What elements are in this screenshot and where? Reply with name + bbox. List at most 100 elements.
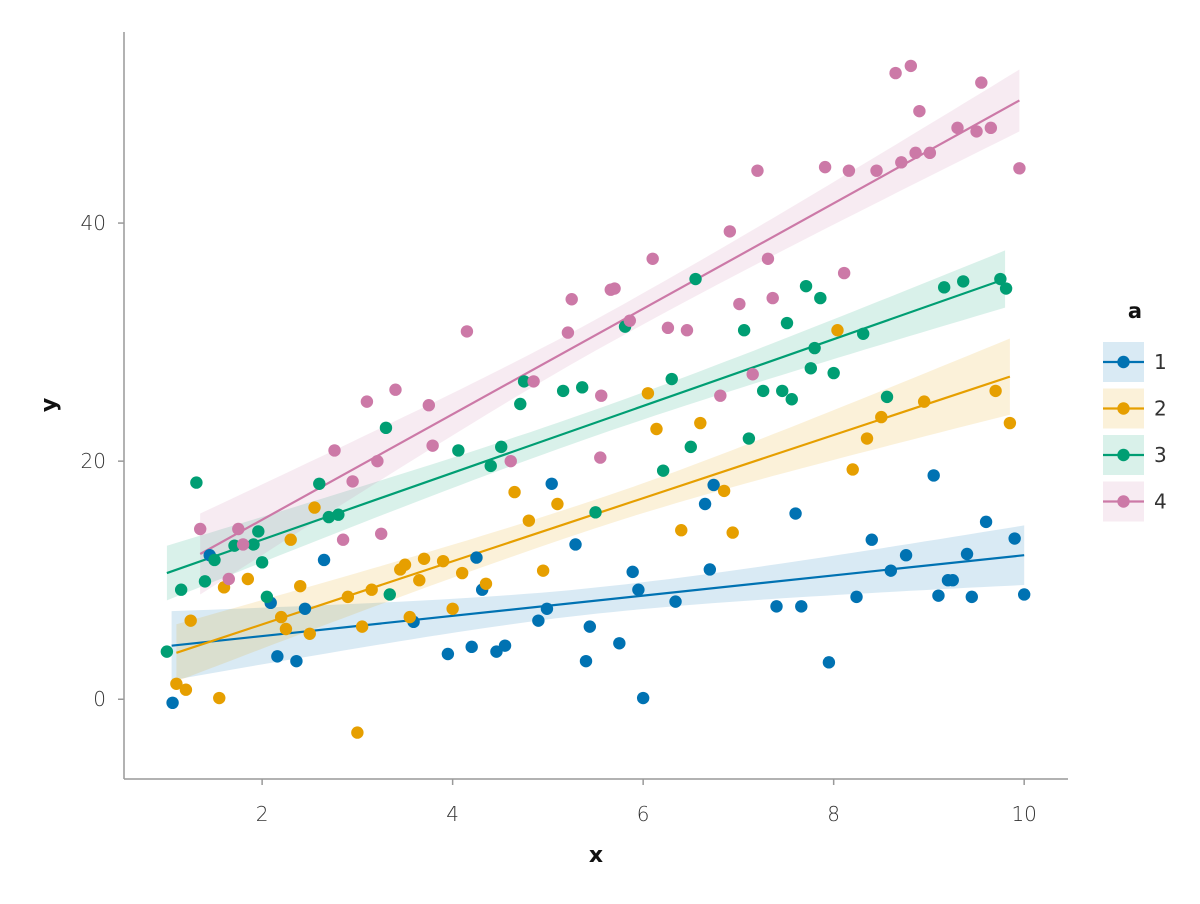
data-point-3 [957, 275, 970, 288]
x-tick-label: 10 [1011, 802, 1036, 826]
confidence-band-1 [171, 525, 1025, 681]
data-point-2 [717, 484, 731, 498]
data-point-1 [789, 507, 802, 520]
data-point-1 [532, 614, 545, 627]
data-point-3 [556, 384, 570, 398]
legend: a 1 2 3 4 [1103, 299, 1167, 522]
data-point-1 [636, 691, 650, 705]
data-point-2 [398, 558, 412, 571]
data-point-2 [417, 552, 431, 565]
data-point-3 [814, 291, 827, 305]
data-point-4 [460, 325, 474, 338]
data-point-3 [785, 393, 798, 406]
data-point-3 [799, 279, 813, 293]
data-point-3 [994, 272, 1007, 286]
legend-label: 1 [1154, 350, 1167, 374]
x-tick-label: 8 [827, 802, 840, 826]
data-point-1 [166, 696, 179, 710]
data-point-4 [895, 156, 908, 169]
data-point-2 [284, 533, 297, 546]
data-point-3 [737, 324, 751, 337]
data-point-4 [837, 266, 851, 280]
y-tick-label: 40 [81, 211, 106, 235]
data-point-2 [522, 514, 536, 527]
data-point-1 [965, 590, 978, 604]
legend-entry-4: 4 [1103, 481, 1167, 522]
data-point-3 [174, 583, 188, 596]
data-point-1 [707, 478, 720, 492]
axes: 2 4 6 8 10 0 20 40 x y [37, 32, 1068, 868]
data-point-4 [661, 321, 675, 335]
data-point-4 [346, 475, 359, 488]
data-point-2 [989, 384, 1002, 398]
x-axis-label: x [589, 843, 603, 868]
data-point-4 [422, 399, 436, 412]
data-point-4 [389, 383, 402, 396]
data-point-4 [1013, 162, 1026, 175]
data-point-2 [403, 610, 416, 624]
data-point-1 [271, 650, 284, 663]
data-point-1 [613, 637, 626, 650]
data-point-4 [623, 314, 637, 327]
data-point-1 [932, 589, 945, 602]
data-point-3 [313, 477, 326, 490]
data-point-3 [776, 384, 789, 398]
data-point-4 [904, 59, 918, 73]
data-point-1 [865, 533, 878, 546]
data-point-4 [751, 164, 764, 177]
data-point-2 [536, 564, 550, 577]
data-point-4 [975, 76, 988, 89]
data-point-1 [850, 590, 863, 604]
data-point-2 [726, 526, 739, 539]
data-point-4 [608, 282, 621, 295]
data-point-1 [669, 595, 682, 608]
data-point-2 [875, 410, 888, 424]
regression-line-4 [199, 99, 1020, 555]
legend-entry-2: 2 [1103, 388, 1167, 429]
data-point-1 [703, 563, 717, 576]
data-point-2 [917, 395, 931, 408]
data-point-3 [742, 432, 756, 445]
data-point-3 [190, 476, 203, 489]
data-point-1 [540, 602, 554, 615]
data-point-2 [279, 622, 293, 636]
data-point-3 [160, 645, 174, 658]
data-point-3 [689, 272, 702, 286]
data-point-4 [595, 389, 608, 402]
data-point-4 [870, 164, 883, 177]
data-point-4 [561, 326, 575, 339]
data-point-1 [569, 538, 582, 551]
data-point-4 [951, 121, 964, 135]
data-point-3 [937, 281, 951, 294]
data-point-1 [960, 547, 974, 561]
data-point-2 [446, 602, 459, 615]
data-point-1 [579, 654, 593, 668]
data-point-3 [827, 366, 840, 380]
data-point-3 [452, 444, 465, 457]
data-point-1 [698, 497, 712, 511]
data-point-1 [795, 600, 808, 613]
data-point-4 [766, 291, 779, 305]
y-tick-label: 20 [81, 449, 106, 473]
legend-marker [1117, 495, 1130, 508]
data-point-1 [1008, 532, 1021, 545]
legend-entry-3: 3 [1103, 435, 1167, 475]
legend-label: 3 [1154, 443, 1167, 467]
data-point-3 [247, 538, 260, 551]
data-point-1 [979, 515, 993, 529]
data-point-4 [842, 164, 856, 177]
data-point-3 [252, 525, 265, 538]
data-point-4 [426, 439, 439, 452]
data-point-4 [889, 66, 902, 80]
data-point-2 [413, 573, 426, 587]
data-point-4 [984, 121, 998, 135]
data-point-1 [498, 639, 512, 652]
data-point-3 [684, 440, 697, 454]
data-point-2 [179, 683, 193, 696]
data-point-4 [714, 389, 727, 402]
data-point-3 [260, 590, 274, 604]
data-point-1 [822, 656, 836, 669]
legend-marker [1117, 448, 1130, 462]
data-point-3 [495, 440, 508, 454]
data-point-4 [680, 324, 694, 337]
